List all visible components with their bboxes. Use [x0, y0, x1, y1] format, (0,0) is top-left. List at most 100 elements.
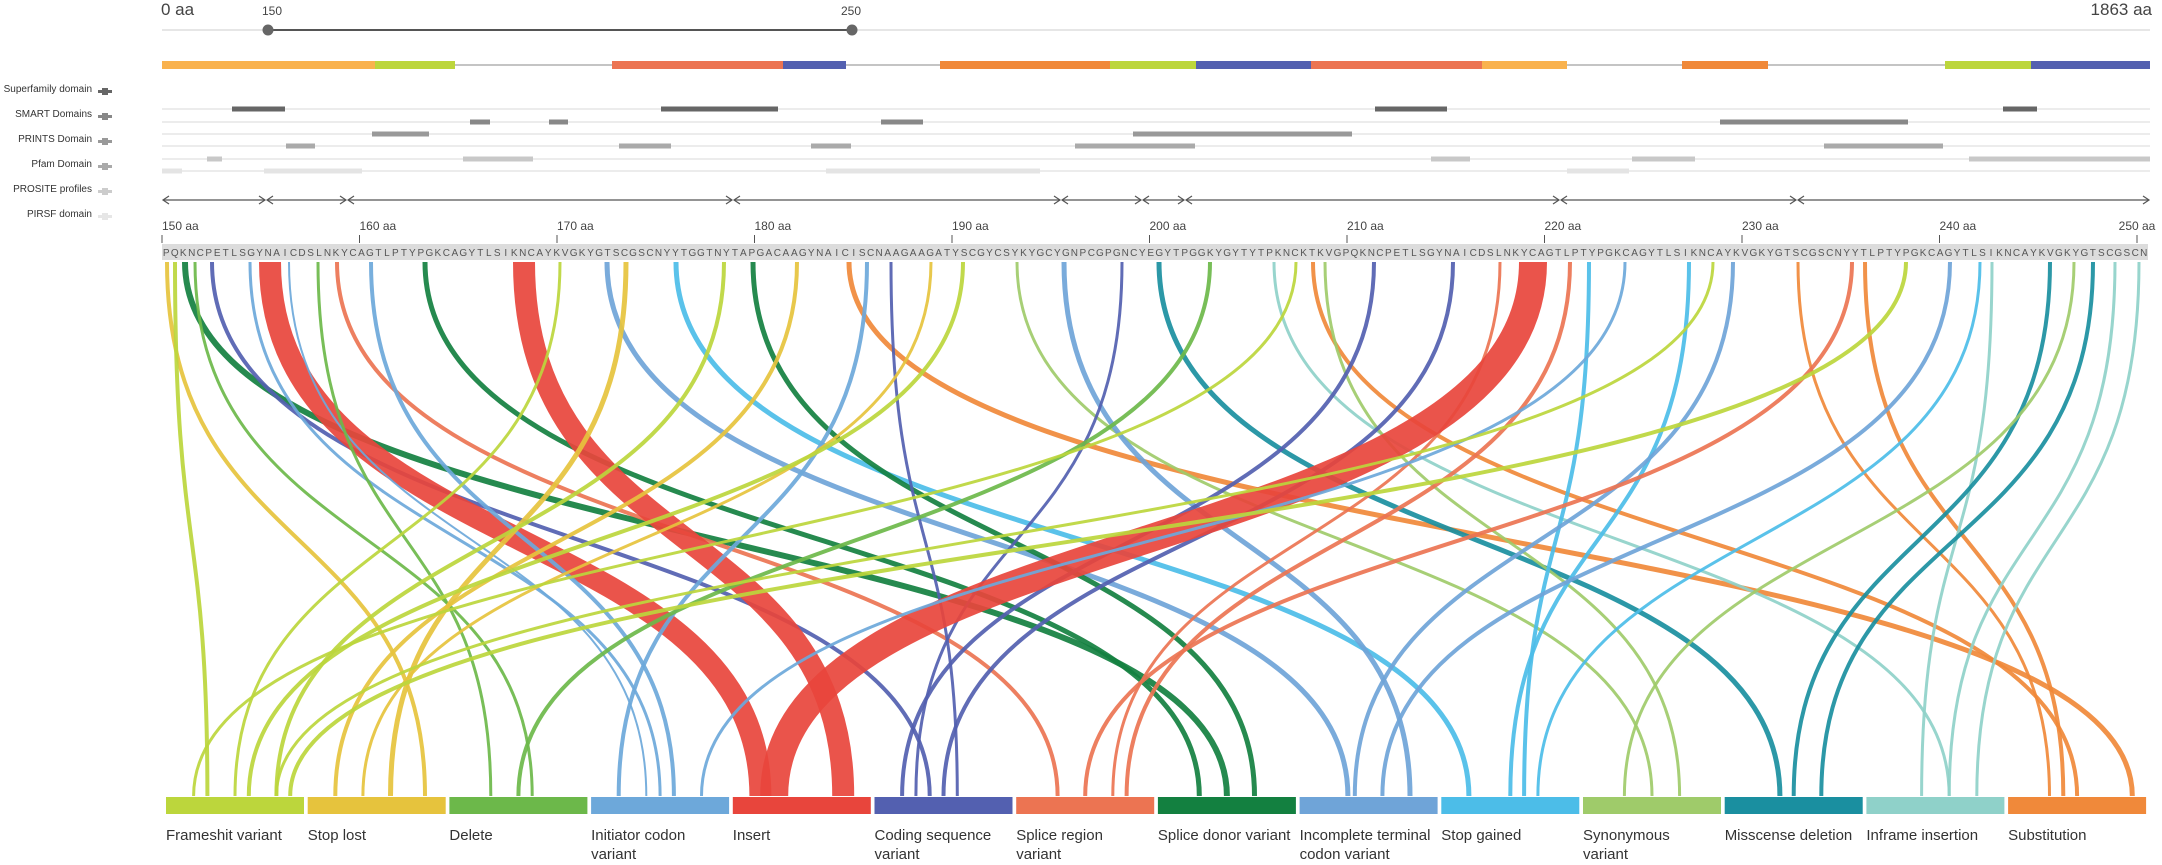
residue: T	[1861, 248, 1867, 259]
residue: N	[1283, 248, 1290, 259]
arrow-head	[1552, 195, 1561, 205]
zoom-axis: 150 aa 160 aa 170 aa 180 aa 190 aa 200 aa 210 …	[161, 219, 2156, 243]
residue: K	[2039, 248, 2046, 259]
residue: Y	[1843, 248, 1850, 259]
residue: G	[926, 248, 934, 259]
variant-link-stop_gained	[1508, 261, 1691, 797]
variant-link-splice_region	[1124, 261, 1572, 797]
residue: G	[1775, 248, 1783, 259]
residue: T	[1309, 248, 1315, 259]
legend-label-initiator: Initiator codon variant	[591, 827, 686, 863]
domain-segment	[826, 168, 1040, 174]
residue: I	[1684, 248, 1687, 259]
residue: Y	[256, 248, 263, 259]
residue: K	[180, 248, 187, 259]
residue: C	[1826, 248, 1833, 259]
legend-label-splice_region: Splice region variant	[1016, 827, 1103, 863]
variant-links	[165, 261, 2141, 797]
variant-link-delete	[193, 261, 534, 797]
residue: N	[264, 248, 271, 259]
track-label-prints: PRINTS Domain	[18, 134, 92, 145]
domain-segment	[881, 119, 923, 125]
variant-link-frameshift	[246, 261, 965, 797]
residue: Y	[1954, 248, 1961, 259]
residue: P	[749, 248, 756, 259]
residue: C	[1707, 248, 1714, 259]
residue: Y	[468, 248, 475, 259]
overview-domain-segment	[1110, 61, 1196, 69]
residue: K	[1300, 248, 1307, 259]
overview-domain-segment	[1482, 61, 1567, 69]
legend-label-substitution: Substitution	[2008, 827, 2087, 844]
domain-segment	[1375, 106, 1447, 112]
residue: Y	[1852, 248, 1859, 259]
legend-bar-synonymous	[1583, 797, 1721, 814]
axis-tick-label: 160 aa	[360, 219, 397, 233]
arrow-head	[2142, 195, 2151, 205]
legend-label-insert: Insert	[732, 827, 771, 844]
variant-link-stop_lost	[361, 261, 933, 797]
residue: G	[459, 248, 467, 259]
residue: S	[1792, 248, 1799, 259]
residue: Y	[1589, 248, 1596, 259]
residue: L	[1564, 248, 1570, 259]
arrow-head	[1141, 195, 1150, 205]
residue: K	[1996, 248, 2003, 259]
track-key	[102, 138, 108, 145]
domain-segment	[811, 143, 851, 149]
domain-segment	[1969, 156, 2150, 162]
residue: T	[1657, 248, 1663, 259]
residue: K	[553, 248, 560, 259]
residue: Y	[1648, 248, 1655, 259]
residue: C	[621, 248, 628, 259]
track-label-smart: SMART Domains	[15, 109, 92, 120]
residue: V	[1326, 248, 1333, 259]
legend-bar-coding	[874, 797, 1013, 814]
residue: A	[273, 248, 280, 259]
residue: Y	[1012, 248, 1019, 259]
residue: P	[1597, 248, 1604, 259]
variant-link-misscense	[1791, 261, 2052, 797]
residue: Y	[1436, 248, 1443, 259]
overview-domain-segment	[1196, 61, 1311, 69]
residue: L	[1411, 248, 1417, 259]
variant-link-delete	[516, 261, 1212, 797]
residue: P	[1903, 248, 1910, 259]
residue: L	[1666, 248, 1672, 259]
domain-segment	[1431, 156, 1470, 162]
residue: A	[1716, 248, 1723, 259]
arrow-head	[1789, 195, 1798, 205]
residue: N	[1699, 248, 1706, 259]
residue: C	[1376, 248, 1383, 259]
variant-link-synonymous	[1622, 261, 2076, 797]
track-key	[102, 163, 108, 170]
residue: P	[1572, 248, 1579, 259]
residue: D	[298, 248, 305, 259]
residue: Y	[587, 248, 594, 259]
residue: G	[901, 248, 909, 259]
legend-label-frameshift: Frameshit variant	[166, 827, 282, 844]
variant-link-incomplete	[1352, 261, 1735, 797]
residue: N	[816, 248, 823, 259]
residue: C	[1045, 248, 1052, 259]
axis-tick-label: 250 aa	[2119, 219, 2156, 233]
residue: T	[477, 248, 483, 259]
residue: L	[231, 248, 237, 259]
residue: T	[1555, 248, 1561, 259]
residue: G	[1945, 248, 1953, 259]
variant-link-frameshift	[274, 261, 726, 797]
track-label-superfamily: Superfamily domain	[3, 84, 92, 95]
arrow-head	[1134, 195, 1143, 205]
variant-link-incomplete	[604, 261, 1351, 797]
arrow-head	[265, 195, 274, 205]
residue: K	[1614, 248, 1621, 259]
legend-bar-splice_region	[1016, 797, 1155, 814]
residue: Y	[1164, 248, 1171, 259]
residue: I	[1990, 248, 1993, 259]
variant-link-incomplete	[1380, 261, 1952, 797]
domain-tracks	[98, 88, 2150, 220]
residue: S	[1003, 248, 1010, 259]
variant-link-initiator	[288, 261, 648, 797]
